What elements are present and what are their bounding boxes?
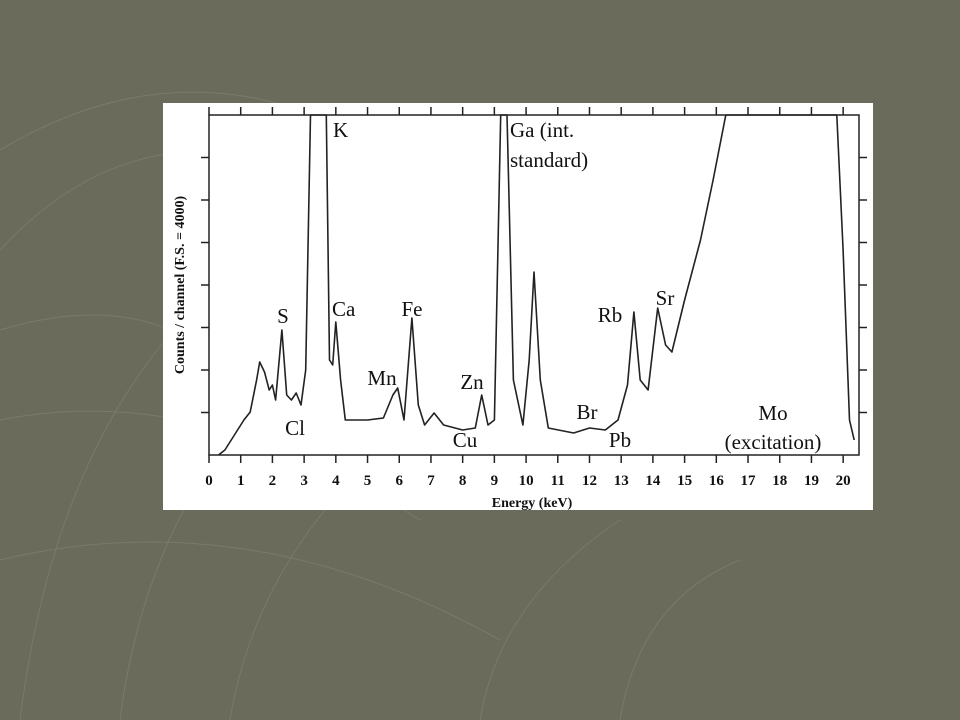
x-tick-label: 1 [237,473,245,489]
x-tick-label: 20 [836,473,851,489]
x-tick-label: 17 [741,473,757,489]
peak-label: Rb [598,303,623,327]
x-tick-label: 16 [709,473,725,489]
peak-label: Ga (int. [510,118,574,142]
x-tick-label: 15 [677,473,692,489]
peak-label: standard) [510,148,588,172]
peak-label: Mn [367,366,397,390]
x-tick-label: 11 [551,473,565,489]
spectrum-line [218,114,855,456]
x-tick-label: 8 [459,473,467,489]
peak-label: Zn [460,370,484,394]
x-tick-label: 7 [427,473,435,489]
x-tick-label: 12 [582,473,597,489]
x-tick-label: 14 [645,473,661,489]
peak-label: (excitation) [725,430,822,454]
x-axis-label: Energy (keV) [492,496,573,511]
y-axis-label: Counts / channel (F.S. = 4000) [173,196,188,375]
x-tick-label: 5 [364,473,372,489]
x-tick-label: 9 [491,473,499,489]
peak-label: Cu [453,428,478,452]
peak-label: K [333,118,348,142]
x-tick-label: 4 [332,473,340,489]
chart-image [163,103,873,510]
peak-label: Br [577,400,598,424]
peak-label: Fe [402,297,423,321]
x-tick-label: 3 [300,473,308,489]
x-tick-label: 0 [205,473,213,489]
x-tick-label: 10 [519,473,534,489]
x-tick-label: 13 [614,473,629,489]
peak-label: Pb [609,428,631,452]
peak-label: Mo [758,401,787,425]
x-tick-label: 19 [804,473,819,489]
peak-label: S [277,304,289,328]
x-tick-label: 2 [269,473,277,489]
peak-label: Ca [332,297,356,321]
x-tick-label: 18 [772,473,787,489]
peak-label: Cl [285,416,305,440]
x-tick-label: 6 [395,473,403,489]
peak-label: Sr [656,286,675,310]
